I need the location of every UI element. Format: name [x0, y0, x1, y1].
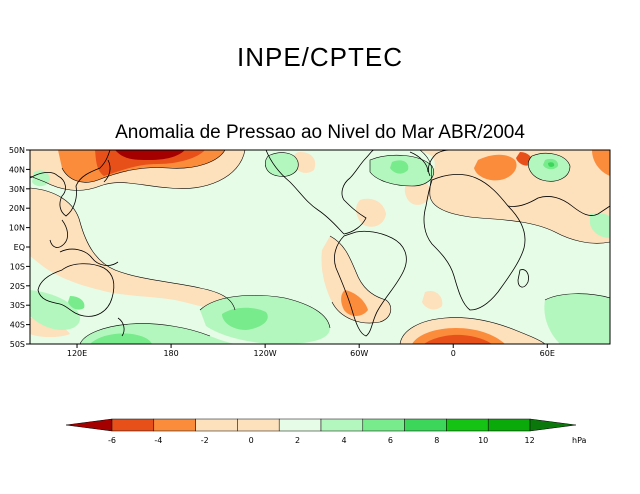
region-soc-pos-west-inner	[90, 333, 152, 344]
lat-label: 50N	[9, 146, 25, 155]
region-asia-pos-core	[548, 162, 555, 167]
lat-label: EQ	[14, 243, 25, 252]
contour-m2-npac	[61, 150, 226, 183]
region-farright-neg	[592, 150, 610, 176]
coast-west-north-america	[265, 150, 345, 235]
legend-swatch	[111, 418, 155, 432]
region-spac-pos-inner	[222, 307, 268, 330]
contour-lines	[30, 150, 610, 344]
lat-label: 30N	[9, 185, 25, 194]
legend-swatch	[362, 418, 405, 432]
region-npac-neg-inner	[95, 150, 205, 176]
legend-tick-label: -6	[108, 436, 116, 445]
coast-australia	[37, 263, 115, 317]
lon-label: 60W	[350, 349, 368, 358]
contour-p2-namerica	[265, 152, 299, 177]
legend-swatch	[404, 418, 447, 432]
positive-anomaly-regions	[30, 152, 610, 344]
region-samerica-neg	[321, 236, 391, 324]
lon-labels: 120E 180 120W 60W 0 60E	[67, 349, 555, 358]
region-australia-south-pos-inner	[68, 296, 85, 310]
legend-unit: hPa	[572, 436, 587, 445]
region-npac-neg-core	[115, 150, 185, 160]
lat-label: 10N	[9, 224, 25, 233]
lon-label: 0	[451, 349, 456, 358]
lat-ticks	[26, 149, 30, 345]
legend-arrow-left	[65, 418, 113, 432]
legend-tick-label: 12	[525, 436, 535, 445]
lon-label: 180	[163, 349, 178, 358]
page-title: INPE/CPTEC	[236, 42, 404, 72]
legend-tick-label: 8	[434, 436, 439, 445]
lon-ticks	[76, 344, 548, 348]
legend-tick-label: 4	[341, 436, 346, 445]
region-sindian-pos	[544, 293, 610, 344]
legend-swatch	[446, 418, 489, 432]
legend-swatch	[153, 418, 196, 432]
legend-tick-label: 6	[388, 436, 393, 445]
lat-label: 20S	[10, 282, 25, 291]
continent-outlines	[30, 150, 610, 337]
legend-swatch	[487, 418, 531, 432]
lat-label: 10S	[10, 262, 25, 271]
region-centralasia-neg	[474, 154, 517, 181]
coast-japan	[103, 159, 111, 183]
region-natl-pos-inner	[390, 160, 409, 174]
coast-africa	[423, 174, 526, 311]
coast-new-zealand	[117, 317, 125, 337]
lat-label: 50S	[10, 340, 25, 349]
legend-colorbar: -6 -4 -2 0 2 4 6 8 10 12	[65, 418, 577, 445]
legend-tick-label: 2	[295, 436, 300, 445]
coast-south-america	[334, 230, 407, 337]
lat-labels: 50N 40N 30N 20N 10N EQ 10S 20S 30S 40S 50S	[9, 146, 25, 349]
coast-indonesia	[59, 248, 119, 266]
region-namerica-pos	[265, 152, 299, 177]
coast-east-north-america	[341, 150, 375, 235]
legend-swatch	[195, 418, 238, 432]
contour-zero-eurasia	[419, 150, 610, 244]
anomaly-field	[30, 150, 610, 344]
contour-p2-soc	[79, 323, 211, 344]
coast-madagascar	[517, 269, 529, 288]
lat-label: 40S	[10, 321, 25, 330]
legend-tick-label: -2	[201, 436, 209, 445]
legend-tick-label: -4	[154, 436, 162, 445]
contour-zero-npac	[30, 150, 246, 191]
legend-tick-label: 0	[249, 436, 254, 445]
region-wpac-neg	[30, 188, 235, 311]
legend-swatch	[278, 418, 322, 432]
region-safrica-small-neg	[422, 290, 443, 310]
lat-label: 40N	[9, 165, 25, 174]
coast-seasia	[49, 219, 68, 248]
lon-label: 120E	[67, 349, 87, 358]
region-nindian-pos	[590, 213, 610, 238]
lon-label: 60E	[540, 349, 555, 358]
lon-label: 120W	[254, 349, 277, 358]
coast-uk-region	[409, 151, 429, 173]
contour-zero-west	[30, 187, 236, 311]
region-satl-neg-inner	[424, 334, 492, 344]
lat-label: 20N	[9, 204, 25, 213]
region-caribbean-neg	[356, 198, 386, 227]
contour-zero-satl	[399, 317, 546, 344]
contour-zero-samerica	[329, 235, 392, 324]
coast-south-asia	[507, 196, 610, 216]
lat-label: 30S	[10, 301, 25, 310]
legend-tick-label: 10	[478, 436, 488, 445]
contour-p2-asia	[528, 153, 571, 182]
region-australia-south-pos	[30, 290, 81, 330]
coast-east-asia	[30, 150, 111, 217]
legend-swatch	[237, 418, 280, 432]
legend-swatch	[320, 418, 364, 432]
negative-anomaly-regions	[30, 150, 610, 344]
contour-p2-natl	[369, 154, 434, 187]
region-namerica-neg	[293, 152, 316, 173]
legend-arrow-right	[529, 418, 577, 432]
contour-p2-sindian	[544, 293, 610, 301]
map-title: Anomalia de Pressao ao Nivel do Mar ABR/…	[115, 122, 525, 143]
